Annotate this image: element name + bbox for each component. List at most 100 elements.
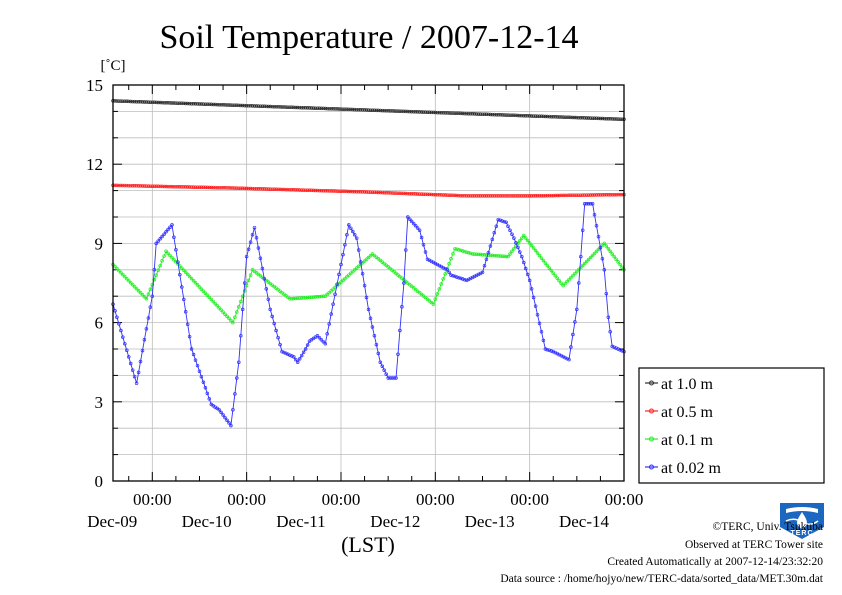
- data-point: [248, 273, 253, 277]
- data-point: [242, 186, 247, 191]
- data-point: [162, 100, 166, 105]
- data-point: [329, 106, 333, 111]
- data-point: [327, 290, 331, 295]
- data-point: [264, 187, 269, 191]
- data-point: [352, 268, 357, 272]
- data-point: [386, 109, 390, 113]
- data-point: [417, 192, 422, 196]
- data-point: [187, 185, 192, 189]
- data-point: [278, 105, 282, 109]
- data-point: [392, 376, 396, 380]
- data-point: [531, 246, 536, 250]
- data-point: [309, 295, 314, 299]
- data-point: [600, 243, 605, 248]
- data-point: [588, 255, 593, 260]
- data-point: [195, 283, 200, 287]
- data-point: [364, 108, 369, 112]
- data-point: [392, 109, 396, 113]
- data-point: [301, 350, 306, 355]
- data-point: [197, 285, 202, 289]
- data-point: [461, 111, 465, 116]
- data-point: [331, 189, 335, 193]
- data-point: [254, 186, 259, 191]
- data-point: [319, 338, 324, 342]
- data-point: [219, 410, 223, 415]
- data-point: [398, 109, 402, 113]
- data-point: [313, 106, 318, 110]
- data-point: [486, 194, 491, 198]
- data-point: [142, 338, 147, 342]
- data-point: [164, 230, 168, 234]
- data-point: [197, 185, 202, 190]
- data-point: [547, 266, 552, 270]
- data-point: [463, 194, 467, 198]
- data-point: [384, 372, 388, 376]
- data-point: [276, 187, 280, 192]
- data-point: [158, 263, 162, 268]
- data-point: [457, 275, 461, 280]
- data-point: [502, 113, 506, 117]
- data-point: [319, 294, 324, 299]
- data-point: [502, 254, 506, 259]
- data-point: [221, 186, 225, 190]
- data-point: [172, 235, 176, 240]
- data-point: [128, 183, 133, 188]
- data-point: [614, 192, 618, 197]
- plot-frame: [112, 84, 625, 482]
- data-point: [134, 184, 139, 188]
- data-point: [557, 115, 561, 119]
- data-point: [569, 193, 573, 198]
- data-point: [374, 190, 379, 195]
- data-point: [229, 103, 233, 107]
- data-point: [185, 101, 190, 106]
- data-point: [449, 273, 453, 277]
- data-point: [437, 193, 442, 197]
- data-point: [409, 219, 414, 224]
- data-point: [494, 194, 499, 198]
- data-point: [268, 307, 272, 312]
- data-point: [292, 188, 296, 192]
- data-point: [217, 407, 221, 412]
- data-point: [158, 237, 162, 241]
- data-point: [201, 380, 206, 385]
- data-point: [463, 111, 467, 116]
- data-point: [492, 231, 497, 235]
- data-point: [315, 106, 320, 110]
- data-point: [612, 117, 616, 121]
- data-point: [437, 287, 442, 291]
- data-point: [559, 281, 563, 285]
- data-point: [126, 355, 131, 359]
- data-point: [616, 192, 620, 197]
- data-point: [337, 189, 341, 193]
- data-point: [295, 296, 300, 301]
- data-point: [476, 112, 481, 116]
- data-point: [455, 275, 459, 279]
- data-point: [295, 360, 300, 364]
- data-point: [378, 108, 383, 113]
- data-point: [235, 186, 239, 190]
- data-point: [608, 249, 612, 254]
- data-point: [561, 283, 565, 288]
- data-point: [531, 114, 536, 118]
- data-point: [297, 357, 302, 361]
- data-point: [417, 228, 422, 232]
- data-point: [231, 407, 235, 412]
- data-point: [225, 186, 229, 190]
- data-point: [518, 250, 522, 254]
- data-point: [178, 272, 182, 277]
- data-point: [415, 226, 420, 230]
- data-point: [180, 266, 184, 270]
- data-point: [502, 219, 506, 224]
- data-point: [317, 294, 322, 299]
- data-point: [514, 113, 518, 118]
- data-point: [290, 188, 294, 192]
- data-point: [343, 276, 347, 281]
- data-point: [136, 370, 141, 375]
- data-point: [347, 107, 351, 112]
- data-point: [174, 247, 178, 252]
- data-point: [555, 276, 559, 280]
- data-point: [516, 113, 520, 118]
- data-point: [123, 274, 127, 279]
- data-point: [239, 299, 243, 304]
- data-point: [575, 115, 579, 120]
